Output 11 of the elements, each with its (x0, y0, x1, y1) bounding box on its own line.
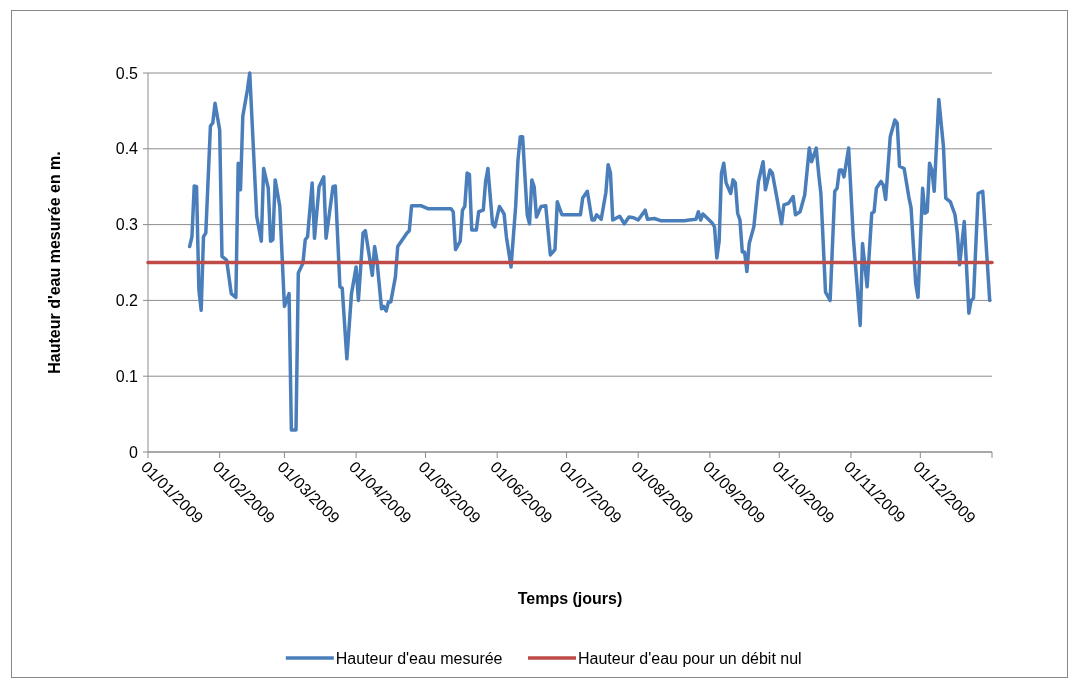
y-tick-label: 0 (129, 443, 139, 461)
y-tick-label: 0.2 (115, 292, 139, 309)
y-tick-label: 0.3 (115, 216, 139, 234)
legend-label: Hauteur d'eau pour un débit nul (578, 649, 802, 667)
y-axis-title: Hauteur d'eau mesurée en m. (46, 151, 63, 374)
legend-label: Hauteur d'eau mesurée (335, 649, 503, 667)
line-series (187, 71, 992, 432)
y-tick-label: 0.5 (115, 64, 139, 82)
y-tick-label: 0.1 (115, 367, 139, 385)
x-axis-title: Temps (jours) (517, 590, 623, 607)
y-tick-label: 0.4 (115, 140, 139, 158)
